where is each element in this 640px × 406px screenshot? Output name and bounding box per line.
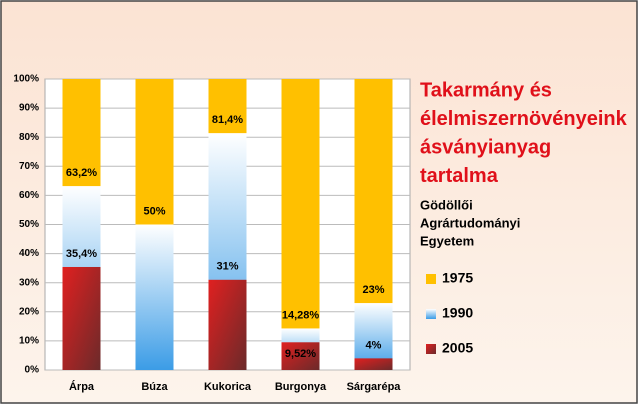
subtitle: Gödöllői bbox=[420, 197, 473, 212]
bar bbox=[135, 224, 174, 370]
data-label: 4% bbox=[366, 339, 382, 351]
y-tick-label: 100% bbox=[13, 74, 39, 85]
legend-label: 1975 bbox=[442, 270, 473, 286]
bar bbox=[354, 358, 393, 370]
data-label: 23% bbox=[362, 284, 384, 296]
y-tick-label: 0% bbox=[25, 365, 40, 376]
x-tick-label: Burgonya bbox=[275, 381, 327, 393]
x-tick-label: Kukorica bbox=[204, 381, 252, 393]
y-tick-label: 40% bbox=[19, 248, 39, 259]
data-label: 14,28% bbox=[282, 309, 320, 321]
bar bbox=[281, 342, 320, 370]
y-tick-label: 10% bbox=[19, 336, 39, 347]
chart-title: tartalma bbox=[420, 165, 499, 187]
legend-swatch bbox=[426, 274, 436, 284]
y-tick-label: 30% bbox=[19, 277, 39, 288]
data-label: 50% bbox=[143, 205, 165, 217]
subtitle: Agrártudományi bbox=[420, 215, 520, 230]
chart-title: ásványianyag bbox=[420, 136, 551, 158]
x-tick-label: Sárgarépa bbox=[347, 381, 402, 393]
legend-swatch bbox=[426, 344, 436, 354]
data-label: 81,4% bbox=[212, 114, 243, 126]
chart-title: Takarmány és bbox=[420, 79, 552, 101]
bar bbox=[281, 79, 320, 370]
legend-swatch bbox=[426, 309, 436, 319]
x-tick-label: Árpa bbox=[69, 380, 95, 393]
chart-title: élelmiszernövényeink bbox=[420, 108, 628, 130]
y-tick-label: 90% bbox=[19, 103, 39, 114]
y-tick-label: 70% bbox=[19, 161, 39, 172]
data-label: 63,2% bbox=[66, 167, 97, 179]
legend-label: 1990 bbox=[442, 305, 473, 321]
y-tick-label: 60% bbox=[19, 190, 39, 201]
data-label: 31% bbox=[216, 261, 238, 273]
bar bbox=[208, 279, 247, 370]
y-tick-label: 20% bbox=[19, 306, 39, 317]
subtitle: Egyetem bbox=[420, 233, 474, 248]
data-label: 35,4% bbox=[66, 248, 97, 260]
y-tick-label: 80% bbox=[19, 132, 39, 143]
y-tick-label: 50% bbox=[19, 219, 39, 230]
legend-label: 2005 bbox=[442, 340, 473, 356]
x-tick-label: Búza bbox=[141, 381, 168, 393]
data-label: 9,52% bbox=[285, 348, 316, 360]
bar bbox=[62, 266, 101, 370]
